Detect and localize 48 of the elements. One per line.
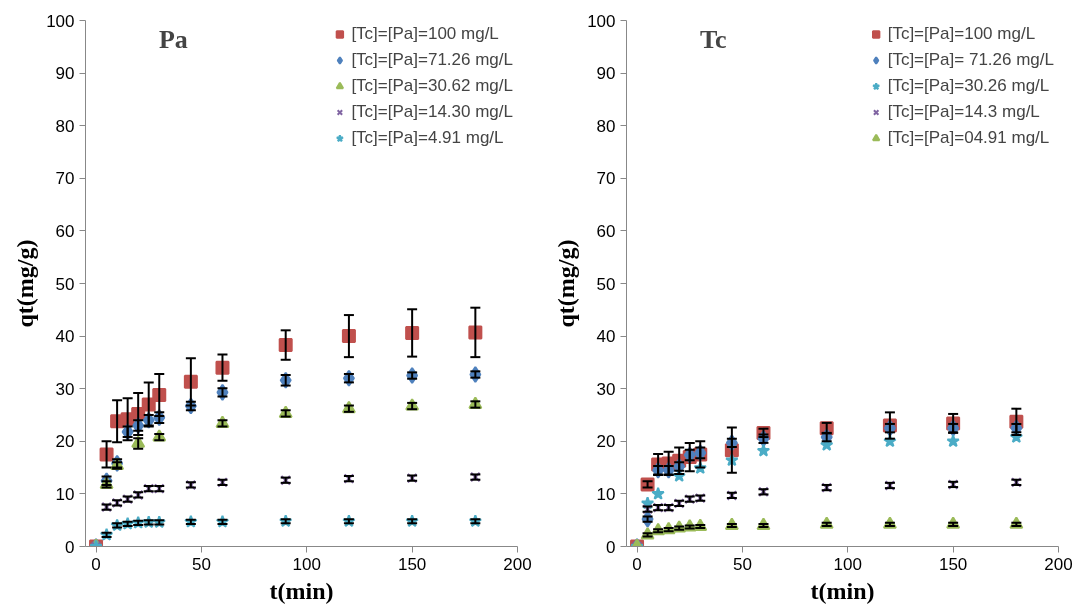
x-tick-label: 0 (91, 554, 101, 574)
legend-label: [Tc]=[Pa]=30.26 mg/L (887, 76, 1050, 96)
y-tick-label: 90 (55, 64, 75, 84)
x-tick-label: 100 (833, 554, 862, 574)
x-axis-title: t(min) (810, 577, 875, 604)
y-axis-title: qt(mg/g) (553, 239, 580, 328)
x-tick-label: 50 (191, 554, 211, 574)
x-tick-label: 0 (632, 554, 642, 574)
x-tick-label: 200 (503, 554, 532, 574)
y-tick-label: 30 (596, 379, 616, 399)
y-tick-label: 90 (596, 64, 616, 84)
y-tick-label: 100 (46, 11, 75, 31)
y-tick-label: 70 (55, 169, 75, 189)
y-tick-label: 70 (596, 169, 616, 189)
legend-label: [Tc]=[Pa]=71.26 mg/L (351, 50, 513, 70)
chart-title: Tc (699, 24, 727, 54)
y-tick-label: 20 (55, 432, 75, 452)
x-tick-label: 50 (732, 554, 752, 574)
y-tick-label: 60 (55, 221, 75, 241)
legend-label: [Tc]=[Pa]= 71.26 mg/L (887, 50, 1054, 70)
chart-title: Pa (158, 24, 188, 54)
y-tick-label: 30 (55, 379, 75, 399)
y-tick-label: 0 (65, 537, 75, 557)
x-tick-label: 100 (292, 554, 321, 574)
legend-label: [Tc]=[Pa]=4.91 mg/L (351, 128, 504, 148)
y-tick-label: 80 (596, 116, 616, 136)
y-tick-label: 20 (596, 432, 616, 452)
legend-label: [Tc]=[Pa]=100 mg/L (351, 24, 499, 44)
x-tick-label: 150 (397, 554, 427, 574)
legend-label: [Tc]=[Pa]=04.91 mg/L (887, 128, 1050, 148)
y-tick-label: 0 (606, 537, 616, 557)
y-tick-label: 80 (55, 116, 75, 136)
x-tick-label: 200 (1044, 554, 1073, 574)
y-tick-label: 40 (596, 327, 616, 347)
legend-label: [Tc]=[Pa]=14.30 mg/L (351, 102, 513, 122)
legend-label: [Tc]=[Pa]=100 mg/L (887, 24, 1036, 44)
y-axis-title: qt(mg/g) (12, 239, 39, 328)
y-tick-label: 10 (55, 484, 75, 504)
y-tick-label: 60 (596, 221, 616, 241)
x-axis-title: t(min) (269, 577, 334, 604)
y-tick-label: 40 (55, 327, 75, 347)
y-tick-label: 10 (596, 484, 616, 504)
x-tick-label: 150 (938, 554, 968, 574)
y-tick-label: 50 (55, 274, 75, 294)
y-tick-label: 100 (587, 11, 616, 31)
legend-label: [Tc]=[Pa]=30.62 mg/L (351, 76, 513, 96)
y-tick-label: 50 (596, 274, 616, 294)
legend-label: [Tc]=[Pa]=14.3 mg/L (887, 102, 1040, 122)
